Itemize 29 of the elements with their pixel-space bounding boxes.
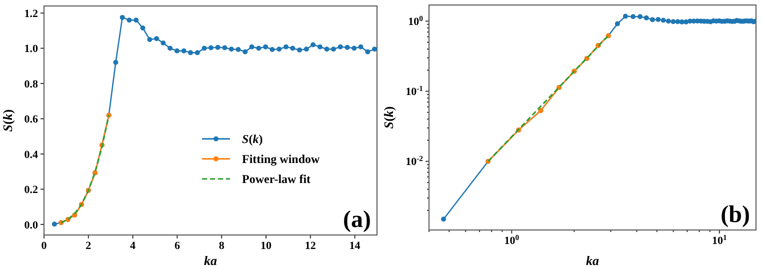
y-axis-title: S(k)	[0, 109, 15, 132]
annotation: (a)	[343, 207, 371, 233]
legend-label: S(k)	[242, 132, 263, 146]
y-tick-label: 0.4	[24, 148, 38, 161]
x-tick-label: 10	[260, 240, 272, 252]
y-tick-label: 0.6	[24, 114, 38, 126]
y-tick-label: 10$^{-2}$	[406, 154, 424, 168]
y-tick-label: 10$^{-1}$	[406, 84, 424, 98]
y-tick-label: 0.0	[24, 219, 38, 232]
annotation: (b)	[720, 202, 750, 228]
y-tick-label: 0.8	[24, 78, 38, 90]
y-tick-label: 1.0	[24, 43, 38, 56]
y-tick-label: 10$^{0}$	[408, 14, 424, 28]
y-tick-label: 0.2	[24, 184, 38, 196]
x-tick-label: 12	[304, 240, 316, 252]
x-tick-label: 4	[130, 240, 136, 252]
x-tick-label: 2	[86, 240, 92, 252]
x-tick-label: 8	[218, 240, 225, 252]
legend-label: Power-law fit	[242, 172, 311, 186]
x-tick-label: 14	[349, 240, 361, 252]
x-tick-label: 10$^{0}$	[504, 232, 520, 247]
x-tick-label: 10$^{1}$	[712, 232, 727, 247]
x-tick-label: 0	[41, 240, 48, 252]
legend-label: Fitting window	[242, 152, 320, 166]
x-axis-title: ka	[586, 253, 600, 268]
x-axis-title: ka	[204, 253, 218, 268]
x-tick-label: 6	[174, 240, 180, 252]
y-axis-title: S(k)	[381, 106, 396, 129]
y-tick-label: 1.2	[24, 8, 38, 20]
